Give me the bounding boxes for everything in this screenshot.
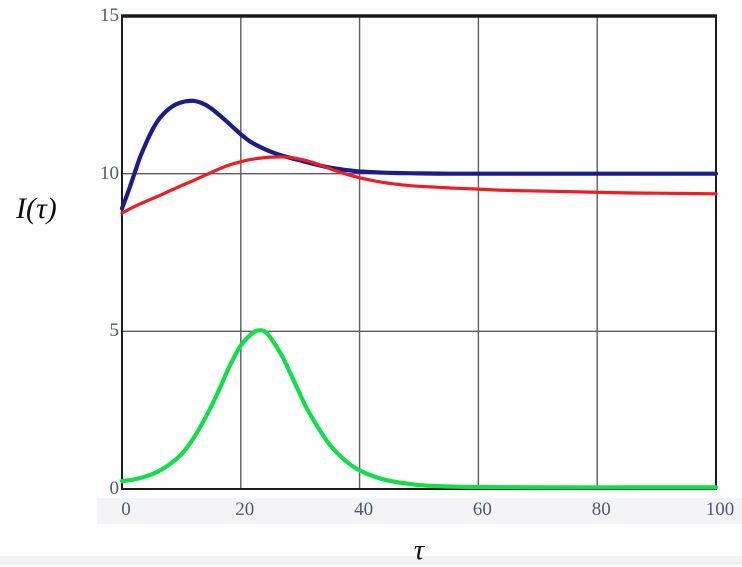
y-tick-label-10: 10 <box>100 162 119 184</box>
y-axis-title: I(τ) <box>16 192 57 225</box>
series-navy-curve <box>119 98 719 211</box>
tick-strip-background <box>97 498 742 524</box>
series-red-curve <box>120 155 718 215</box>
bottom-strip-background <box>0 556 742 565</box>
x-tick-label-0: 0 <box>121 499 131 520</box>
plot-border <box>121 15 717 490</box>
x-tick-label-80: 80 <box>591 499 611 520</box>
y-tick-label-5: 5 <box>109 320 120 342</box>
x-tick-label-40: 40 <box>354 499 374 520</box>
y-tick-label-0: 0 <box>109 477 120 499</box>
series-green-curve <box>119 328 719 490</box>
y-tick-label-15: 15 <box>100 4 119 26</box>
x-tick-label-60: 60 <box>472 499 492 520</box>
x-axis-title: τ <box>413 535 425 566</box>
x-tick-label-100: 100 <box>705 499 735 520</box>
x-tick-label-20: 20 <box>235 499 255 520</box>
